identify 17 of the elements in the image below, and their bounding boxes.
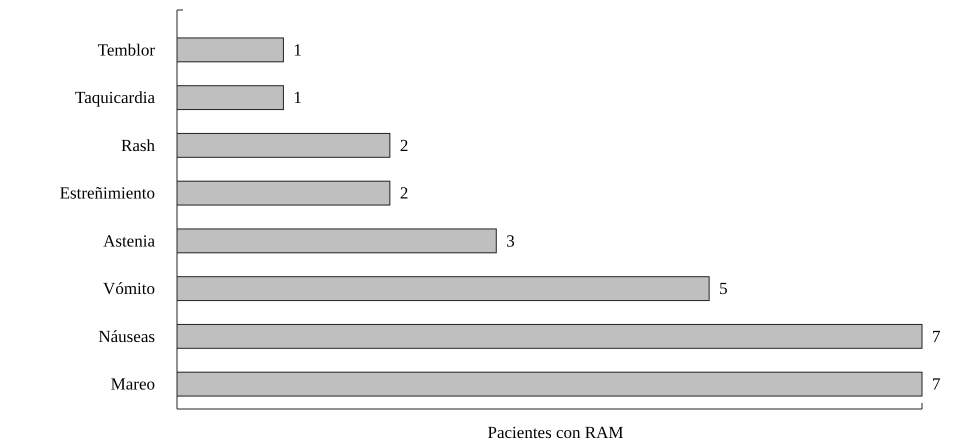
data-label: 5 <box>719 279 728 298</box>
data-label: 1 <box>293 40 302 60</box>
y-tick-label: Estreñimiento <box>60 184 155 203</box>
data-label: 2 <box>400 184 408 203</box>
y-tick-label: Náuseas <box>98 326 155 346</box>
data-label: 2 <box>400 136 408 155</box>
data-label: 7 <box>932 326 941 346</box>
y-tick-label: Astenia <box>103 231 156 250</box>
y-tick-label: Taquicardia <box>75 88 156 108</box>
y-tick-label: Rash <box>121 136 156 155</box>
y-tick-label: Temblor <box>98 40 156 60</box>
data-label: 1 <box>293 88 302 108</box>
y-tick-label: Mareo <box>110 374 155 394</box>
y-tick-label: Vómito <box>103 279 155 298</box>
data-label: 3 <box>506 231 515 250</box>
data-label: 7 <box>932 374 941 394</box>
x-axis-title: Pacientes con RAM <box>488 423 624 442</box>
